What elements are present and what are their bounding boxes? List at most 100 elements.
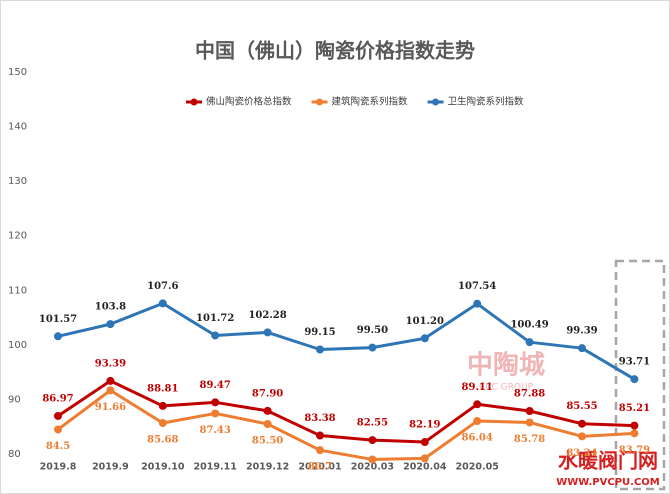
data-label: 86.04 — [462, 433, 493, 444]
data-point — [263, 328, 272, 337]
y-tick-label: 80 — [8, 449, 21, 460]
legend-label: 佛山陶瓷价格总指数 — [206, 96, 292, 108]
data-point — [368, 455, 377, 464]
data-label: 88.81 — [147, 383, 178, 394]
data-point — [368, 343, 377, 352]
data-label: 102.28 — [248, 310, 286, 321]
data-point — [473, 400, 482, 409]
data-label: 86.97 — [42, 393, 73, 404]
data-label: 85.68 — [147, 435, 178, 446]
data-point — [368, 436, 377, 445]
x-tick-label: 2020.01 — [298, 462, 341, 473]
data-label: 99.39 — [566, 326, 597, 337]
data-point — [525, 406, 534, 415]
data-point — [316, 345, 324, 354]
x-tick-label: 2019.10 — [141, 462, 185, 473]
data-label: 99.50 — [357, 325, 388, 336]
x-tick-label: 2020.03 — [351, 462, 394, 473]
legend-label: 卫生陶瓷系列指数 — [448, 96, 525, 108]
data-label: 89.47 — [200, 380, 231, 391]
legend-swatch — [190, 98, 198, 106]
data-point — [263, 419, 272, 428]
y-tick-label: 140 — [8, 122, 27, 133]
data-point — [420, 334, 429, 343]
y-tick-label: 130 — [8, 176, 27, 187]
data-label: 101.20 — [406, 316, 444, 327]
x-tick-label: 2020.04 — [403, 462, 447, 473]
x-tick-label: 2019.8 — [40, 462, 77, 473]
data-point — [630, 375, 639, 384]
data-point — [420, 454, 429, 463]
data-label: 85.78 — [514, 434, 545, 445]
data-label: 101.57 — [39, 314, 77, 325]
data-label: 80.7 — [308, 462, 332, 473]
data-label: 107.54 — [458, 281, 496, 292]
data-point — [158, 299, 167, 308]
chart-title: 中国（佛山）陶瓷价格指数走势 — [195, 39, 475, 63]
data-point — [158, 419, 167, 428]
data-label: 103.8 — [95, 302, 126, 313]
data-point — [106, 386, 115, 395]
data-label: 100.49 — [510, 320, 548, 331]
series-line — [57, 379, 635, 444]
data-label: 82.19 — [409, 420, 440, 431]
data-point — [263, 406, 272, 415]
data-label: 93.39 — [95, 358, 126, 369]
data-label: 83.79 — [619, 445, 650, 456]
watermark: 中陶城 — [467, 351, 545, 381]
watermark: CCC GROUP — [479, 383, 534, 393]
data-point — [630, 429, 639, 438]
data-point — [54, 425, 62, 434]
data-label: 84.5 — [46, 441, 70, 452]
data-point — [578, 419, 586, 428]
data-point — [420, 438, 429, 447]
data-label: 93.71 — [619, 357, 650, 368]
data-point — [473, 417, 482, 426]
y-tick-label: 100 — [8, 340, 27, 351]
data-point — [211, 409, 220, 418]
legend-label: 建筑陶瓷系列指数 — [332, 96, 409, 108]
data-point — [525, 338, 534, 347]
data-point — [54, 332, 62, 341]
y-tick-label: 150 — [8, 67, 27, 78]
data-label: 87.43 — [200, 425, 231, 436]
watermark: 水暖阀门网 — [558, 449, 658, 473]
data-label: 99.15 — [304, 327, 335, 338]
x-tick-label: 2019.11 — [194, 462, 237, 473]
series-line — [57, 388, 635, 461]
data-point — [578, 344, 586, 353]
x-tick-label: 2020.05 — [456, 462, 499, 473]
data-label: 107.6 — [147, 281, 178, 292]
data-point — [211, 398, 220, 407]
data-point — [525, 418, 534, 427]
data-label: 91.66 — [95, 402, 126, 413]
highlight-box — [614, 259, 666, 491]
data-label: 87.88 — [514, 388, 545, 399]
watermark: WWW.PVCPU.COM — [556, 477, 660, 488]
data-point — [473, 299, 482, 308]
data-label: 85.50 — [252, 435, 283, 446]
y-tick-label: 90 — [8, 394, 21, 405]
data-label: 85.55 — [566, 401, 597, 412]
data-point — [54, 411, 62, 420]
data-label: 101.72 — [196, 313, 234, 324]
data-point — [211, 331, 220, 340]
data-point — [316, 446, 324, 455]
data-label: 83.24 — [566, 448, 597, 459]
data-point — [158, 401, 167, 410]
y-tick-label: 120 — [8, 231, 27, 242]
data-label: 87.90 — [252, 388, 283, 399]
data-point — [106, 376, 115, 385]
data-label: 83.38 — [304, 413, 335, 424]
data-point — [106, 320, 115, 329]
y-tick-label: 110 — [8, 285, 27, 296]
legend-swatch — [316, 98, 324, 106]
x-tick-label: 2019.12 — [246, 462, 289, 473]
data-point — [630, 421, 639, 430]
data-point — [578, 432, 586, 441]
data-label: 82.55 — [357, 418, 388, 429]
series-line — [57, 301, 636, 381]
data-label: 89.11 — [462, 382, 493, 393]
